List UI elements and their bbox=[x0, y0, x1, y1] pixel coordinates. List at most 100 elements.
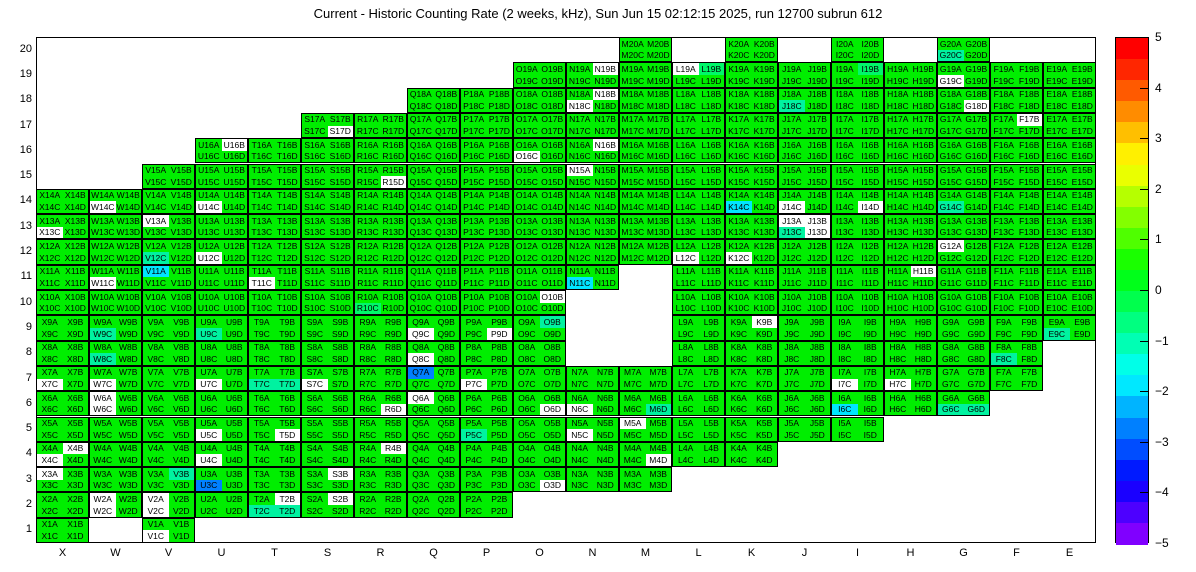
heatmap-subcell-w4b[interactable]: W4B bbox=[115, 442, 141, 455]
heatmap-subcell-x1a[interactable]: X1A bbox=[37, 518, 63, 531]
heatmap-subcell-x4d[interactable]: X4D bbox=[62, 454, 88, 467]
heatmap-subcell-t5b[interactable]: T5B bbox=[274, 417, 300, 430]
heatmap-subcell-n17c[interactable]: N17C bbox=[567, 125, 593, 138]
heatmap-subcell-s10a[interactable]: S10A bbox=[302, 291, 328, 303]
heatmap-subcell-q6c[interactable]: Q6C bbox=[408, 403, 434, 416]
heatmap-cell-e16[interactable]: E16A E16B E16C E16D bbox=[1043, 138, 1096, 164]
heatmap-subcell-s15c[interactable]: S15C bbox=[302, 176, 328, 188]
heatmap-cell-w4[interactable]: W4A W4B W4C W4D bbox=[89, 441, 142, 468]
heatmap-subcell-w7c[interactable]: W7C bbox=[90, 378, 116, 391]
heatmap-subcell-k7b[interactable]: K7B bbox=[751, 366, 777, 379]
heatmap-subcell-e16d[interactable]: E16D bbox=[1069, 150, 1095, 163]
heatmap-subcell-h16a[interactable]: H16A bbox=[885, 139, 911, 151]
heatmap-subcell-i12b[interactable]: I12B bbox=[857, 240, 883, 253]
heatmap-subcell-r17d[interactable]: R17D bbox=[380, 125, 406, 138]
heatmap-cell-u12[interactable]: U12A U12B U12C U12D bbox=[195, 239, 248, 265]
heatmap-subcell-i6b[interactable]: I6B bbox=[857, 392, 883, 404]
heatmap-cell-g16[interactable]: G16A G16B G16C G16D bbox=[937, 138, 990, 164]
heatmap-cell-o10[interactable]: O10A O10B O10C O10D bbox=[513, 290, 566, 316]
heatmap-subcell-q16a[interactable]: Q16A bbox=[408, 139, 434, 151]
heatmap-subcell-p6a[interactable]: P6A bbox=[461, 392, 487, 404]
heatmap-cell-o19[interactable]: O19A O19B O19C O19D bbox=[513, 62, 566, 88]
heatmap-subcell-i20b[interactable]: I20B bbox=[857, 38, 883, 50]
heatmap-subcell-o9d[interactable]: O9D bbox=[539, 327, 565, 340]
heatmap-subcell-r7d[interactable]: R7D bbox=[380, 378, 406, 391]
heatmap-subcell-r17b[interactable]: R17B bbox=[380, 113, 406, 126]
heatmap-subcell-u6a[interactable]: U6A bbox=[196, 392, 222, 404]
heatmap-subcell-h8a[interactable]: H8A bbox=[885, 341, 911, 354]
heatmap-subcell-m7d[interactable]: M7D bbox=[645, 378, 671, 391]
heatmap-subcell-f17c[interactable]: F17C bbox=[991, 125, 1017, 138]
heatmap-subcell-p10c[interactable]: P10C bbox=[461, 302, 487, 315]
heatmap-subcell-r8c[interactable]: R8C bbox=[355, 353, 381, 365]
heatmap-subcell-w11a[interactable]: W11A bbox=[90, 265, 116, 278]
heatmap-subcell-o16c[interactable]: O16C bbox=[514, 150, 540, 163]
heatmap-subcell-f11a[interactable]: F11A bbox=[991, 265, 1017, 278]
heatmap-subcell-m15a[interactable]: M15A bbox=[620, 164, 646, 177]
heatmap-subcell-v7a[interactable]: V7A bbox=[143, 366, 169, 379]
heatmap-subcell-r4d[interactable]: R4D bbox=[380, 454, 406, 467]
heatmap-subcell-j16c[interactable]: J16C bbox=[779, 150, 805, 163]
heatmap-subcell-u10d[interactable]: U10D bbox=[221, 302, 247, 315]
heatmap-subcell-s12a[interactable]: S12A bbox=[302, 240, 328, 253]
heatmap-subcell-g13c[interactable]: G13C bbox=[938, 226, 964, 239]
heatmap-subcell-q4c[interactable]: Q4C bbox=[408, 454, 434, 467]
heatmap-cell-t6[interactable]: T6A T6B T6C T6D bbox=[248, 391, 301, 417]
heatmap-subcell-u4a[interactable]: U4A bbox=[196, 442, 222, 455]
heatmap-subcell-x1d[interactable]: X1D bbox=[62, 530, 88, 542]
heatmap-subcell-v12b[interactable]: V12B bbox=[168, 240, 194, 253]
heatmap-subcell-k14b[interactable]: K14B bbox=[751, 189, 777, 202]
heatmap-subcell-j12a[interactable]: J12A bbox=[779, 240, 805, 253]
heatmap-cell-v1[interactable]: V1A V1B V1C V1D bbox=[142, 517, 195, 543]
heatmap-subcell-s5b[interactable]: S5B bbox=[327, 417, 353, 430]
heatmap-subcell-w14c[interactable]: W14C bbox=[90, 201, 116, 214]
heatmap-subcell-l18d[interactable]: L18D bbox=[698, 100, 724, 112]
heatmap-subcell-j15b[interactable]: J15B bbox=[804, 164, 830, 177]
heatmap-subcell-p8a[interactable]: P8A bbox=[461, 341, 487, 354]
heatmap-subcell-i19b[interactable]: I19B bbox=[857, 63, 883, 75]
heatmap-subcell-g7d[interactable]: G7D bbox=[963, 378, 989, 391]
heatmap-subcell-x11a[interactable]: X11A bbox=[37, 265, 63, 278]
heatmap-cell-v3[interactable]: V3A V3B V3C V3D bbox=[142, 467, 195, 493]
heatmap-subcell-j10b[interactable]: J10B bbox=[804, 291, 830, 303]
heatmap-subcell-e12d[interactable]: E12D bbox=[1069, 252, 1095, 264]
heatmap-subcell-s8b[interactable]: S8B bbox=[327, 341, 353, 354]
heatmap-subcell-r11c[interactable]: R11C bbox=[355, 277, 381, 289]
heatmap-subcell-h9a[interactable]: H9A bbox=[885, 316, 911, 328]
heatmap-subcell-q16c[interactable]: Q16C bbox=[408, 150, 434, 163]
heatmap-subcell-k19b[interactable]: K19B bbox=[751, 63, 777, 75]
heatmap-subcell-g6b[interactable]: G6B bbox=[963, 392, 989, 404]
heatmap-cell-l12[interactable]: L12A L12B L12C L12D bbox=[672, 239, 725, 265]
heatmap-subcell-h10b[interactable]: H10B bbox=[910, 291, 936, 303]
heatmap-subcell-g18c[interactable]: G18C bbox=[938, 100, 964, 112]
heatmap-cell-w13[interactable]: W13A W13B W13C W13D bbox=[89, 214, 142, 240]
heatmap-subcell-n12c[interactable]: N12C bbox=[567, 252, 593, 264]
colorbar[interactable] bbox=[1115, 37, 1149, 545]
heatmap-subcell-r7a[interactable]: R7A bbox=[355, 366, 381, 379]
heatmap-subcell-m16a[interactable]: M16A bbox=[620, 139, 646, 151]
heatmap-subcell-o18d[interactable]: O18D bbox=[539, 100, 565, 112]
heatmap-subcell-l7b[interactable]: L7B bbox=[698, 366, 724, 379]
heatmap-cell-u11[interactable]: U11A U11B U11C U11D bbox=[195, 264, 248, 290]
heatmap-subcell-r14b[interactable]: R14B bbox=[380, 189, 406, 202]
heatmap-subcell-j18c[interactable]: J18C bbox=[779, 100, 805, 112]
heatmap-subcell-m17b[interactable]: M17B bbox=[645, 113, 671, 126]
heatmap-cell-r13[interactable]: R13A R13B R13C R13D bbox=[354, 214, 407, 240]
heatmap-subcell-h18d[interactable]: H18D bbox=[910, 100, 936, 112]
heatmap-subcell-v10d[interactable]: V10D bbox=[168, 302, 194, 315]
heatmap-subcell-g14c[interactable]: G14C bbox=[938, 201, 964, 214]
heatmap-subcell-i5c[interactable]: I5C bbox=[832, 429, 858, 441]
heatmap-subcell-p14d[interactable]: P14D bbox=[486, 201, 512, 214]
heatmap-subcell-u11b[interactable]: U11B bbox=[221, 265, 247, 278]
heatmap-subcell-r10a[interactable]: R10A bbox=[355, 291, 381, 303]
heatmap-subcell-l15c[interactable]: L15C bbox=[673, 176, 699, 188]
heatmap-subcell-j16b[interactable]: J16B bbox=[804, 139, 830, 151]
heatmap-subcell-e15a[interactable]: E15A bbox=[1044, 164, 1070, 177]
heatmap-subcell-m5a[interactable]: M5A bbox=[620, 417, 646, 430]
heatmap-subcell-r2b[interactable]: R2B bbox=[380, 493, 406, 506]
heatmap-subcell-k12d[interactable]: K12D bbox=[751, 252, 777, 264]
heatmap-subcell-i16a[interactable]: I16A bbox=[832, 139, 858, 151]
heatmap-subcell-v8c[interactable]: V8C bbox=[143, 353, 169, 365]
heatmap-subcell-m16c[interactable]: M16C bbox=[620, 150, 646, 163]
heatmap-subcell-o19a[interactable]: O19A bbox=[514, 63, 540, 75]
